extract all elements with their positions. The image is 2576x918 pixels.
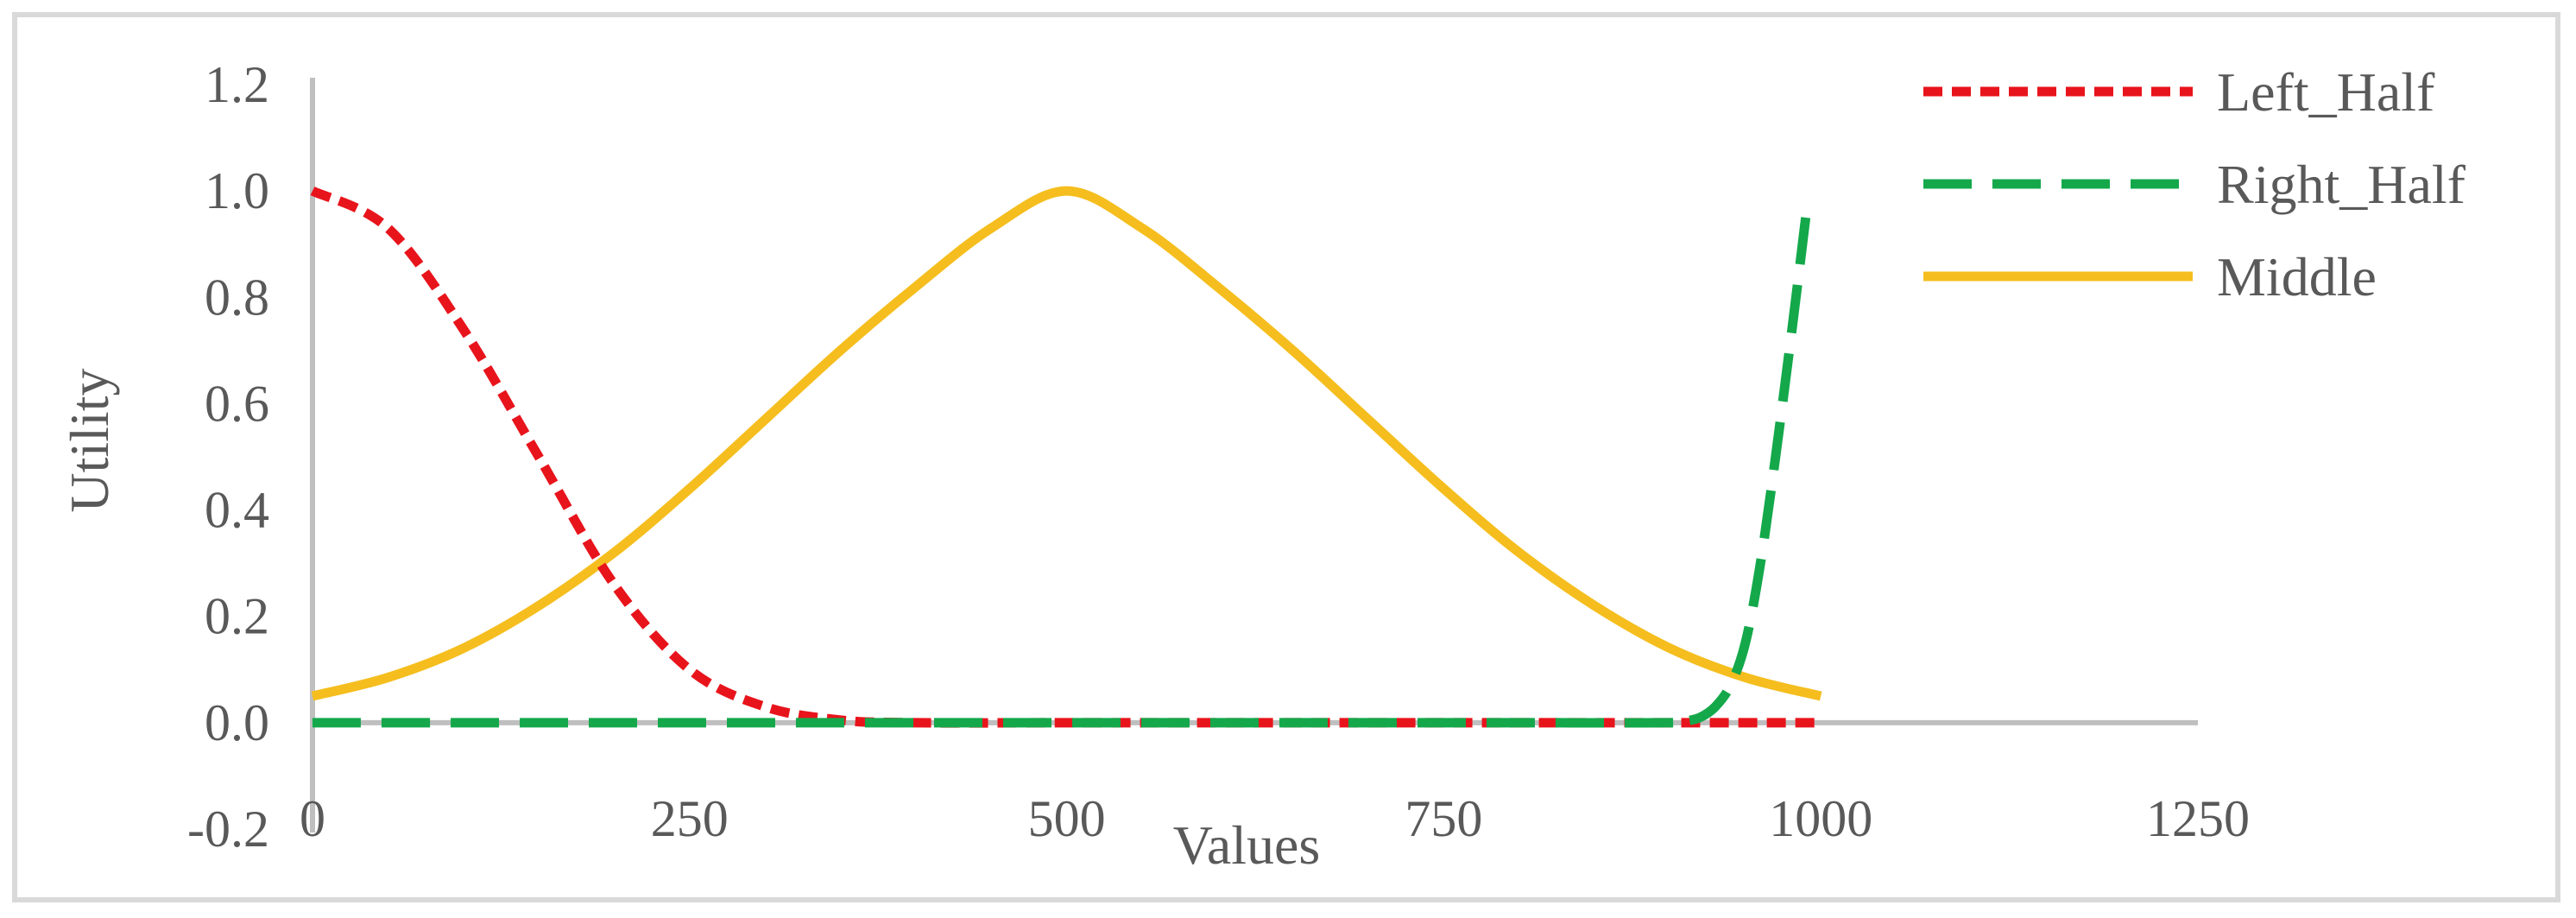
y-tick-label: 1.0 xyxy=(205,162,269,219)
y-tick-label: 1.2 xyxy=(205,56,269,113)
x-tick-label: 750 xyxy=(1405,790,1482,847)
legend-label-left-half: Left_Half xyxy=(2217,61,2435,123)
legend-label-middle: Middle xyxy=(2217,246,2377,307)
legend: Left_Half Right_Half Middle xyxy=(1923,61,2466,307)
y-tick-label: 0.4 xyxy=(205,482,269,539)
y-tick-label: 0.0 xyxy=(205,694,269,751)
series-line-middle xyxy=(311,186,1822,701)
series-lines xyxy=(310,186,1822,728)
series-line-right-half xyxy=(313,217,1811,728)
x-tick-label: 1000 xyxy=(1769,790,1872,847)
x-tick-label: 500 xyxy=(1028,790,1106,847)
y-tick-label: 0.8 xyxy=(205,269,269,326)
y-tick-label: 0.2 xyxy=(205,588,269,645)
legend-label-right-half: Right_Half xyxy=(2217,154,2466,215)
x-tick-label: 250 xyxy=(651,790,729,847)
series-line-left-half xyxy=(310,187,1822,728)
chart-frame xyxy=(12,12,2560,902)
x-tick-label: 0 xyxy=(300,790,325,847)
y-axis-title: Utility xyxy=(59,368,120,512)
x-tick-label: 1250 xyxy=(2146,790,2250,847)
y-tick-label: -0.2 xyxy=(187,801,269,858)
x-axis-title: Values xyxy=(1173,814,1321,876)
tick-labels: 0 250 500 750 1000 1250 1.2 1.0 0.8 0.6 0.4 0.2 0.0 -… xyxy=(187,56,2250,858)
y-tick-label: 0.6 xyxy=(205,375,269,432)
